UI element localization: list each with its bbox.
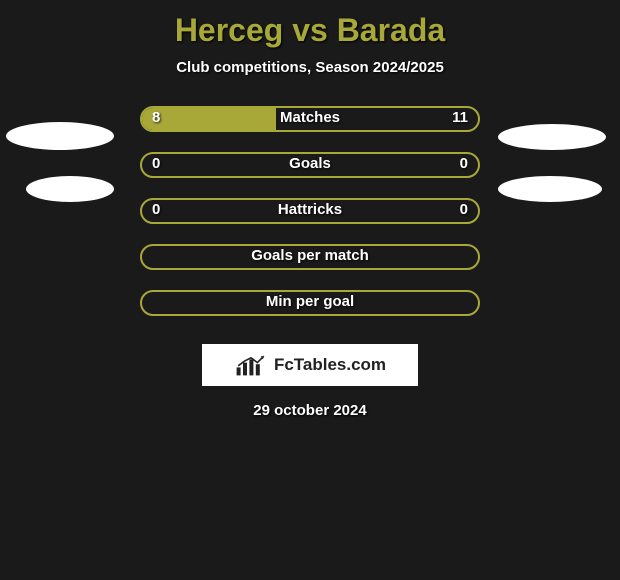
subtitle: Club competitions, Season 2024/2025 [0,59,620,76]
logo-text: FcTables.com [274,355,386,375]
stat-label: Goals per match [251,247,369,264]
stat-right-value: 0 [460,155,468,172]
decorative-ellipse [498,124,606,150]
chart-icon [234,353,268,377]
date: 29 october 2024 [0,402,620,419]
stat-right-value: 0 [460,201,468,218]
stat-right-value: 11 [452,109,468,126]
stat-label: Goals [289,155,331,172]
decorative-ellipse [6,122,114,150]
stat-label: Min per goal [266,293,354,310]
stat-left-value: 8 [152,109,160,126]
decorative-ellipse [498,176,602,202]
stat-label: Hattricks [278,201,342,218]
stat-row: 0 0 Hattricks [0,198,620,244]
stat-left-value: 0 [152,201,160,218]
page-title: Herceg vs Barada [0,0,620,49]
bar-fill-left [142,108,276,130]
decorative-ellipse [26,176,114,202]
stat-label: Matches [280,109,340,126]
stat-row: Min per goal [0,290,620,336]
stat-row: Goals per match [0,244,620,290]
logo-box: FcTables.com [202,344,418,386]
stat-left-value: 0 [152,155,160,172]
